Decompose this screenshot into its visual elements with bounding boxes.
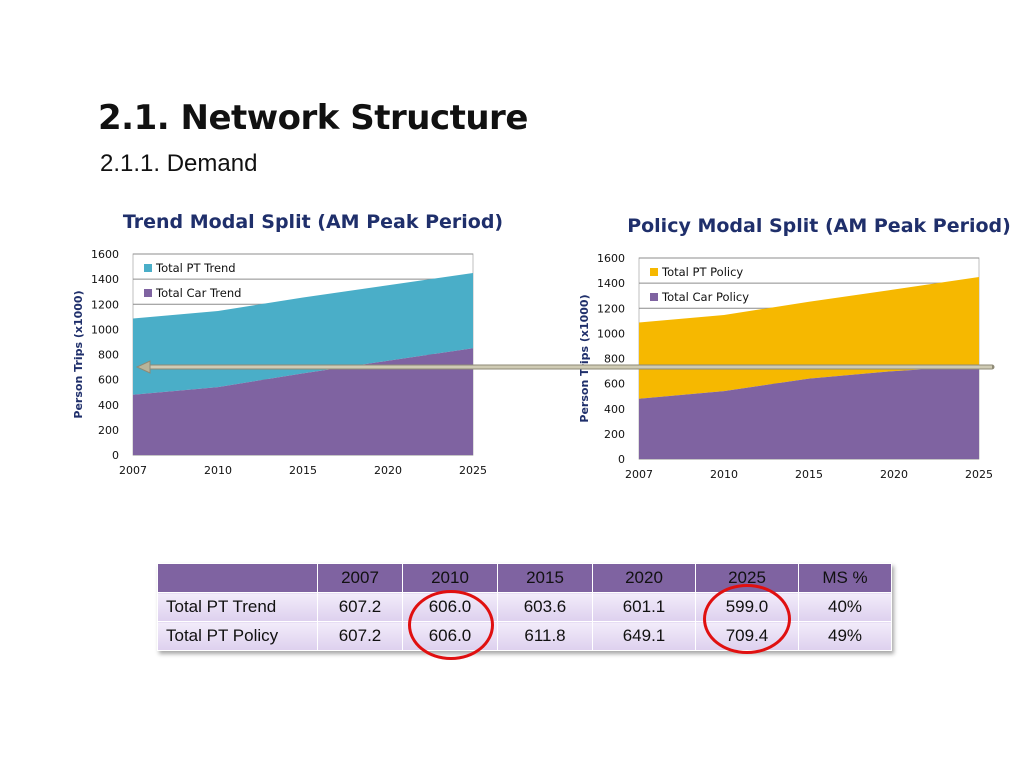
y-tick-label: 400 xyxy=(98,399,119,412)
chart-title: Trend Modal Split (AM Peak Period) xyxy=(123,211,503,233)
table-cell: 607.2 xyxy=(317,621,403,651)
table-header-row: 2007 2010 2015 2020 2025 MS % xyxy=(157,563,892,593)
table-header-cell: 2020 xyxy=(592,563,696,593)
y-tick-label: 0 xyxy=(112,449,119,462)
legend-swatch xyxy=(650,293,658,301)
slide-title: 2.1. Network Structure xyxy=(98,98,528,138)
y-tick-label: 800 xyxy=(98,349,119,362)
y-tick-label: 0 xyxy=(618,453,625,466)
y-tick-label: 1600 xyxy=(597,252,625,265)
y-tick-label: 1000 xyxy=(91,323,119,336)
legend-swatch xyxy=(650,268,658,276)
y-axis-label: Person Trips (x1000) xyxy=(72,290,85,418)
table-cell: 603.6 xyxy=(497,592,593,622)
table-cell: 607.2 xyxy=(317,592,403,622)
x-tick-label: 2020 xyxy=(374,464,402,477)
modal-split-table: 2007 2010 2015 2020 2025 MS % Total PT T… xyxy=(157,563,892,651)
x-tick-label: 2025 xyxy=(965,468,993,481)
area-series-car xyxy=(133,348,473,455)
y-tick-label: 1200 xyxy=(597,302,625,315)
row-label: Total PT Policy xyxy=(157,621,318,651)
slide-subtitle: 2.1.1. Demand xyxy=(100,150,258,177)
table-cell: 40% xyxy=(798,592,892,622)
y-tick-label: 1400 xyxy=(91,273,119,286)
legend-swatch xyxy=(144,264,152,272)
table-header-cell: 2015 xyxy=(497,563,593,593)
x-tick-label: 2007 xyxy=(119,464,147,477)
x-tick-label: 2015 xyxy=(289,464,317,477)
arrow-head-icon xyxy=(135,360,151,374)
legend-label: Total PT Trend xyxy=(155,261,236,275)
x-tick-label: 2010 xyxy=(204,464,232,477)
table-header-cell xyxy=(157,563,318,593)
highlight-circle-2025 xyxy=(703,584,791,654)
legend-label: Total PT Policy xyxy=(661,265,743,279)
legend-label: Total Car Policy xyxy=(661,290,749,304)
y-tick-label: 200 xyxy=(604,428,625,441)
area-series-car xyxy=(639,366,979,459)
y-axis-label: Person Trips (x1000) xyxy=(578,294,591,422)
row-label: Total PT Trend xyxy=(157,592,318,622)
table-header-cell: 2010 xyxy=(402,563,498,593)
y-tick-label: 600 xyxy=(604,378,625,391)
y-tick-label: 1600 xyxy=(91,248,119,261)
table-cell: 649.1 xyxy=(592,621,696,651)
trend-modal-split-chart: Trend Modal Split (AM Peak Period) 0 200 40… xyxy=(72,211,503,477)
chart-title: Policy Modal Split (AM Peak Period) xyxy=(627,215,1011,237)
x-tick-label: 2025 xyxy=(459,464,487,477)
x-tick-label: 2020 xyxy=(880,468,908,481)
table-cell: 601.1 xyxy=(592,592,696,622)
legend-label: Total Car Trend xyxy=(155,286,241,300)
highlight-circle-2010 xyxy=(408,590,494,660)
y-tick-label: 1200 xyxy=(91,298,119,311)
y-tick-label: 400 xyxy=(604,403,625,416)
table-header-cell: MS % xyxy=(798,563,892,593)
y-tick-label: 200 xyxy=(98,424,119,437)
table-header-cell: 2007 xyxy=(317,563,403,593)
x-tick-label: 2015 xyxy=(795,468,823,481)
x-tick-label: 2010 xyxy=(710,468,738,481)
table-cell: 49% xyxy=(798,621,892,651)
y-tick-label: 1000 xyxy=(597,327,625,340)
legend-swatch xyxy=(144,289,152,297)
table-cell: 611.8 xyxy=(497,621,593,651)
y-tick-label: 1400 xyxy=(597,277,625,290)
y-tick-label: 800 xyxy=(604,353,625,366)
y-tick-label: 600 xyxy=(98,374,119,387)
x-tick-label: 2007 xyxy=(625,468,653,481)
area-series-pt xyxy=(133,272,473,395)
